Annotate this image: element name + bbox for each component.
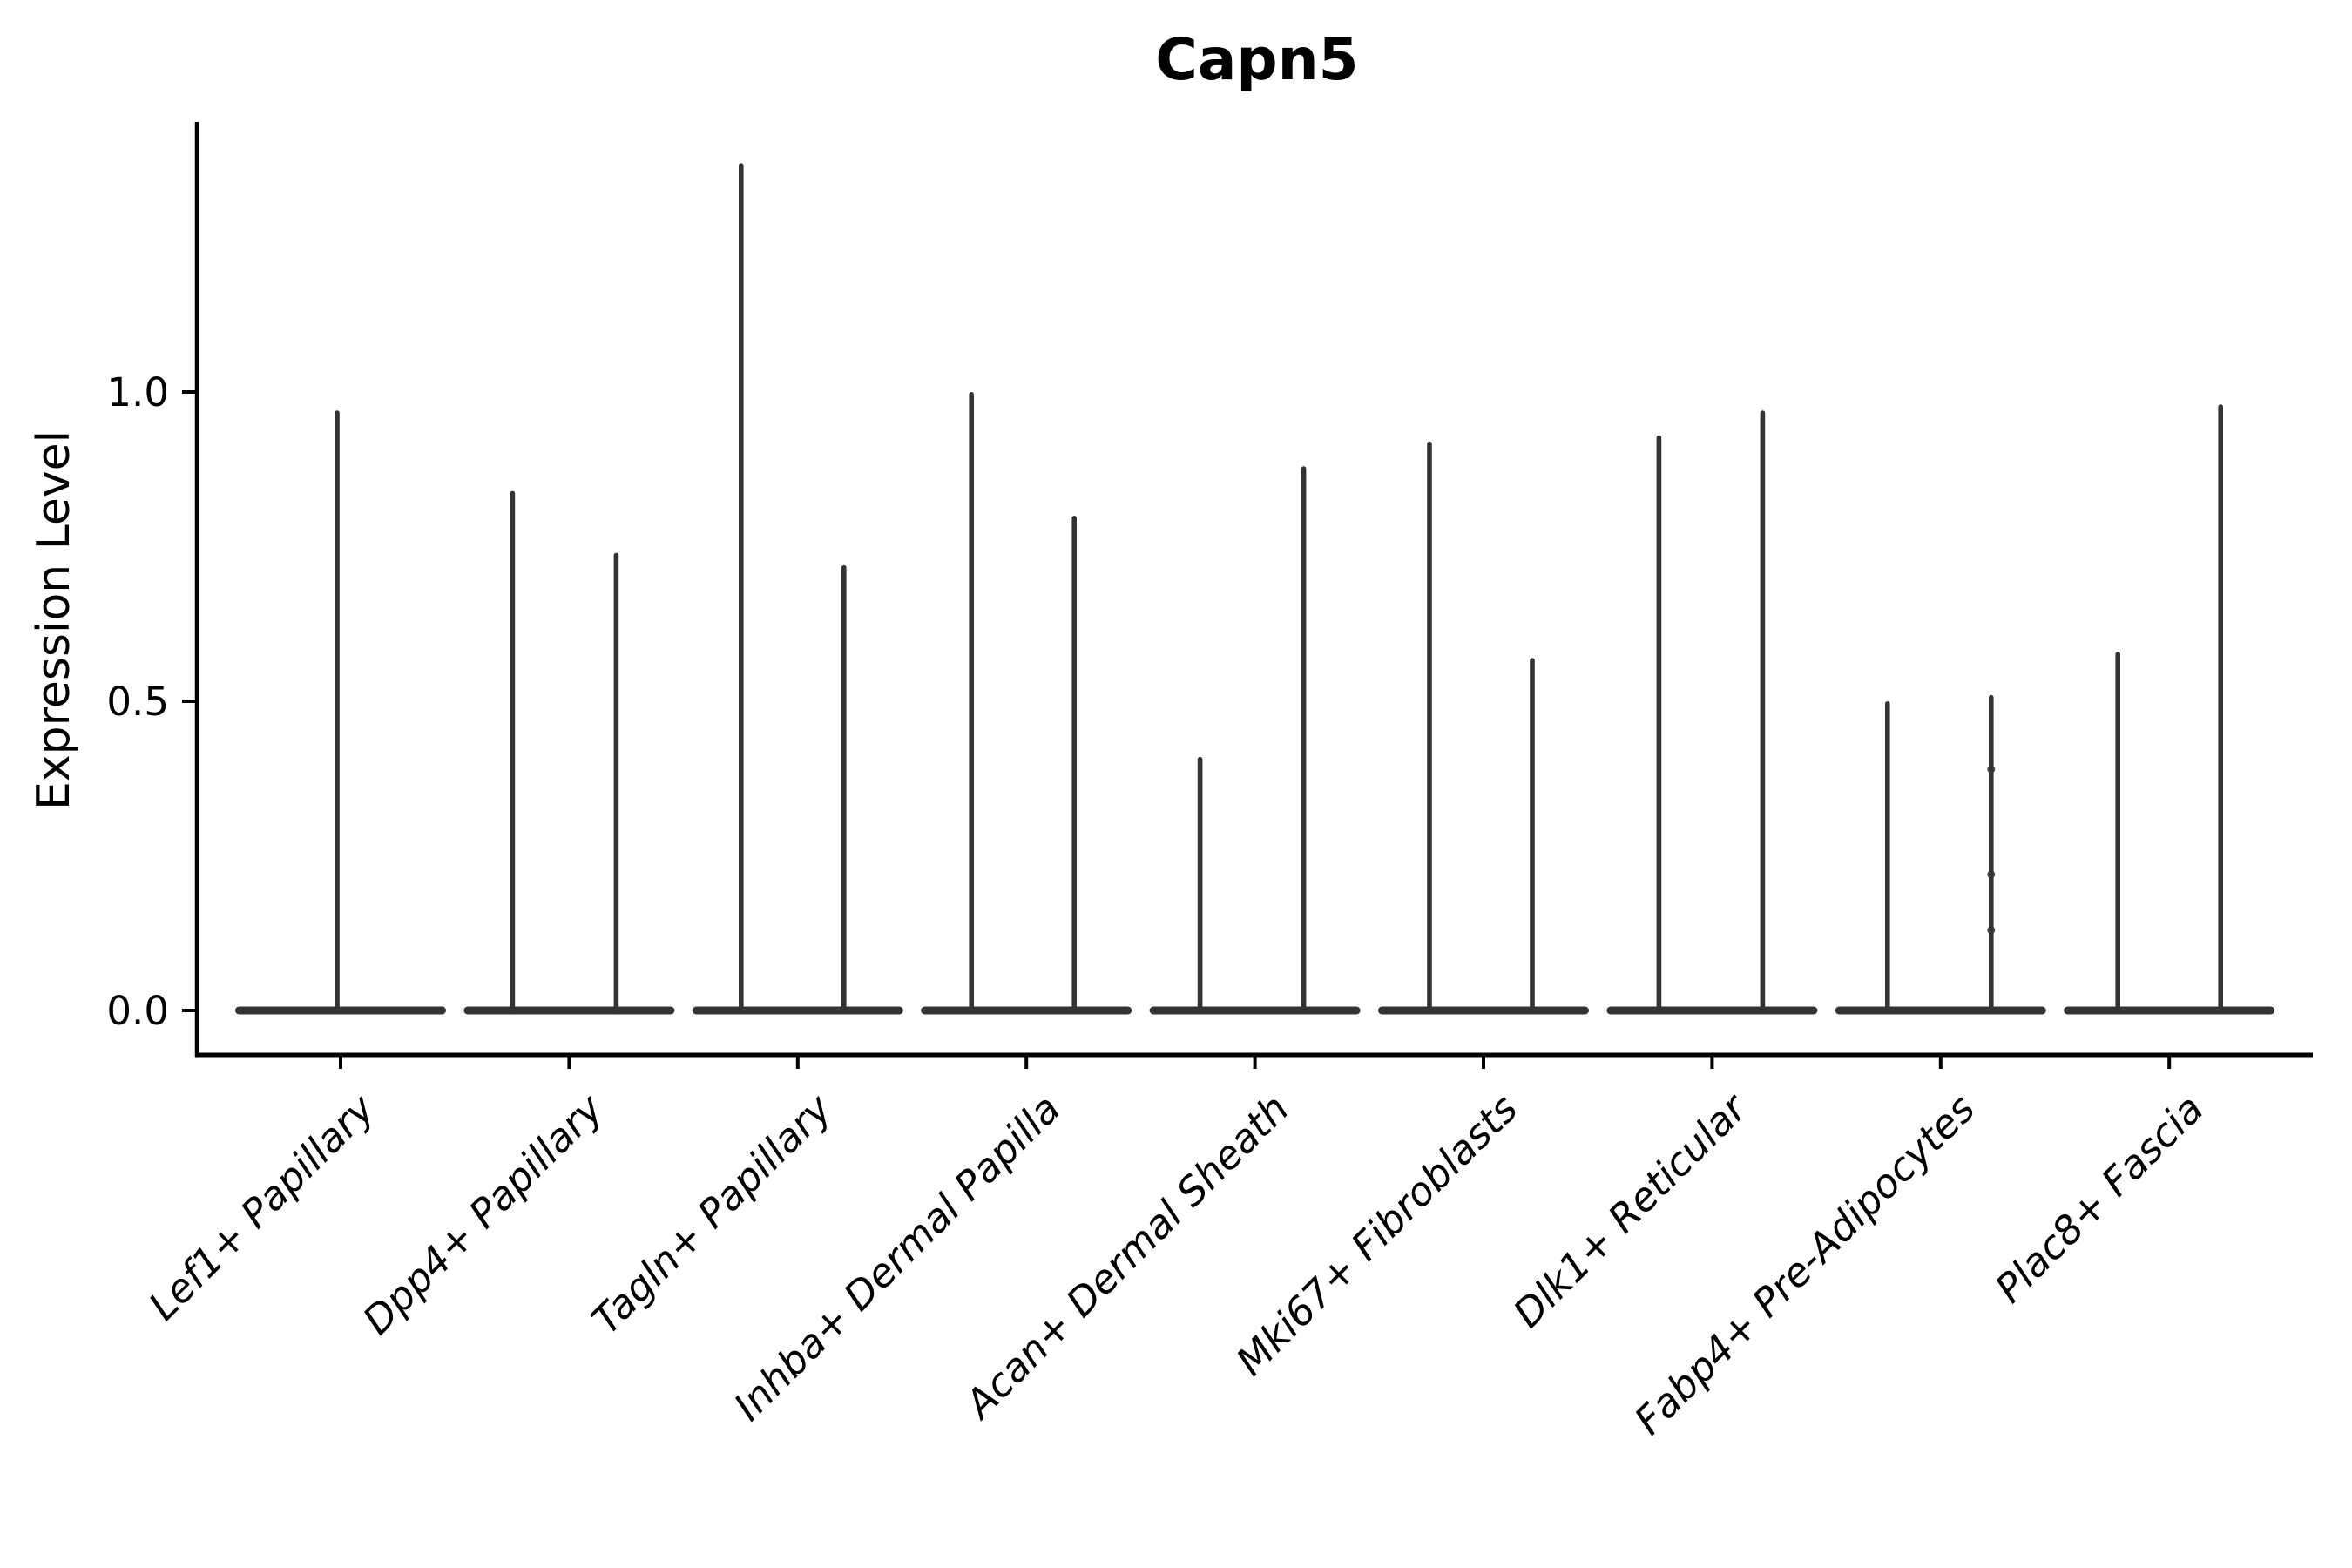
plot-title: Capn5 — [1155, 26, 1359, 93]
violin-baseline — [692, 1006, 903, 1015]
expression-dot — [1987, 926, 1996, 935]
violin-spike — [2218, 404, 2223, 1013]
y-tick-label: 0.0 — [106, 988, 169, 1034]
violin-spike — [739, 163, 744, 1014]
violin-spike — [1427, 441, 1432, 1013]
violin-baseline — [1149, 1006, 1361, 1015]
violin — [463, 490, 675, 1015]
violin — [1378, 441, 1589, 1015]
violin-baseline — [2064, 1006, 2275, 1015]
violin-spike — [969, 392, 974, 1013]
violin-baseline — [1378, 1006, 1589, 1015]
violin — [235, 410, 446, 1015]
violin-spike — [1760, 410, 1766, 1013]
violin-spike — [510, 490, 516, 1013]
expression-dot — [1987, 765, 1996, 774]
violin-spike — [2115, 652, 2120, 1013]
y-tick-label: 0.5 — [106, 679, 169, 725]
violin-spike — [1301, 466, 1307, 1013]
violin-spike — [1071, 516, 1077, 1013]
violin-spike — [613, 552, 619, 1013]
violin-spike — [1530, 658, 1535, 1013]
violin — [1606, 410, 1818, 1015]
violin — [1149, 466, 1361, 1015]
violin-baseline — [235, 1006, 446, 1015]
violin-spike — [841, 564, 847, 1013]
violin — [921, 392, 1132, 1015]
violin-baseline — [463, 1006, 675, 1015]
y-tick-label: 1.0 — [106, 369, 169, 416]
violin — [692, 163, 903, 1015]
violin — [1835, 694, 2046, 1015]
violin-spike — [1656, 435, 1662, 1013]
violin-baseline — [1606, 1006, 1818, 1015]
violin-spike — [1885, 701, 1890, 1013]
violin-baseline — [921, 1006, 1132, 1015]
violin-baseline — [1835, 1006, 2046, 1015]
violin-spike — [1197, 756, 1203, 1013]
violin — [2064, 404, 2275, 1015]
expression-dot — [1987, 870, 1996, 879]
violin-spike — [335, 410, 340, 1013]
violin-spike — [1989, 694, 1994, 1013]
